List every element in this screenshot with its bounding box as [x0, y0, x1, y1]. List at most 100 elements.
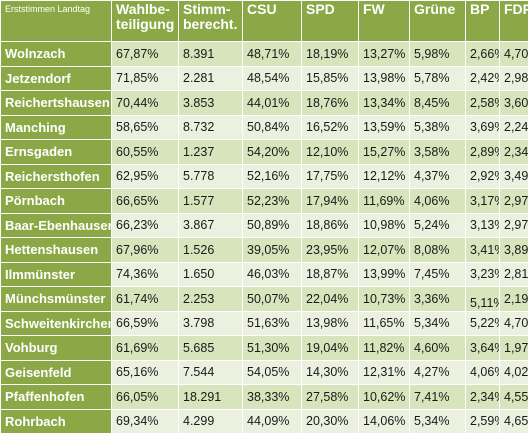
- cell-wahlbeteiligung: 66,59%: [111, 310, 179, 336]
- cell-fw: 12,12%: [358, 163, 410, 189]
- header-csu: CSU: [242, 0, 302, 42]
- table-row: Baar-Ebenhausen 66,23% 3.867 50,89% 18,86% 10…: [0, 212, 528, 238]
- cell-csu: 39,05%: [242, 237, 302, 263]
- municipality-name: Vohburg: [0, 335, 112, 361]
- cell-wahlbeteiligung: 74,36%: [111, 261, 179, 287]
- cell-bp: 3,17%: [465, 188, 500, 214]
- cell-spd: 18,86%: [301, 212, 359, 238]
- cell-stimmberechtigte: 5.778: [178, 163, 243, 189]
- cell-bp: 2,58%: [465, 90, 500, 116]
- cell-gruene: 5,98%: [409, 41, 466, 67]
- header-bp: BP: [465, 0, 500, 42]
- cell-fw: 12,07%: [358, 237, 410, 263]
- cell-wahlbeteiligung: 66,23%: [111, 212, 179, 238]
- cell-spd: 20,30%: [301, 408, 359, 434]
- cell-spd: 15,85%: [301, 65, 359, 91]
- cell-fw: 13,27%: [358, 41, 410, 67]
- table-row: Ilmmünster 74,36% 1.650 46,03% 18,87% 13,99% 7…: [0, 261, 528, 287]
- cell-fdp: 2,24%: [499, 114, 528, 140]
- cell-fw: 13,59%: [358, 114, 410, 140]
- cell-wahlbeteiligung: 66,05%: [111, 384, 179, 410]
- header-row: Erststimmen Landtag Wahlbe-teiligung Sti…: [0, 0, 528, 42]
- cell-bp: 2,92%: [465, 163, 500, 189]
- cell-gruene: 8,45%: [409, 90, 466, 116]
- cell-bp: 3,23%: [465, 261, 500, 287]
- cell-stimmberechtigte: 8.391: [178, 41, 243, 67]
- cell-csu: 50,07%: [242, 286, 302, 312]
- cell-gruene: 5,78%: [409, 65, 466, 91]
- municipality-name: Ilmmünster: [0, 261, 112, 287]
- municipality-name: Schweitenkirchen: [0, 310, 112, 336]
- cell-fdp: 2,19%: [499, 286, 528, 312]
- cell-csu: 51,30%: [242, 335, 302, 361]
- cell-gruene: 5,38%: [409, 114, 466, 140]
- header-spd: SPD: [301, 0, 359, 42]
- cell-fdp: 2,98%: [499, 65, 528, 91]
- cell-spd: 18,76%: [301, 90, 359, 116]
- cell-bp: 4,06%: [465, 359, 500, 385]
- cell-wahlbeteiligung: 61,69%: [111, 335, 179, 361]
- table-row: Jetzendorf 71,85% 2.281 48,54% 15,85% 13,98% 5…: [0, 65, 528, 91]
- table-body: Wolnzach 67,87% 8.391 48,71% 18,19% 13,27% 5,9…: [0, 41, 528, 434]
- cell-spd: 23,95%: [301, 237, 359, 263]
- cell-csu: 50,89%: [242, 212, 302, 238]
- cell-wahlbeteiligung: 60,55%: [111, 139, 179, 165]
- cell-fdp: 4,55%: [499, 384, 528, 410]
- table-row: Pörnbach 66,65% 1.577 52,23% 17,94% 11,69% 4,0…: [0, 188, 528, 214]
- cell-gruene: 4,27%: [409, 359, 466, 385]
- cell-gruene: 4,37%: [409, 163, 466, 189]
- cell-fdp: 2,97%: [499, 212, 528, 238]
- cell-bp: 2,42%: [465, 65, 500, 91]
- cell-spd: 12,10%: [301, 139, 359, 165]
- cell-gruene: 5,24%: [409, 212, 466, 238]
- cell-bp: 3,41%: [465, 237, 500, 263]
- cell-fw: 10,62%: [358, 384, 410, 410]
- cell-gruene: 8,08%: [409, 237, 466, 263]
- cell-wahlbeteiligung: 69,34%: [111, 408, 179, 434]
- cell-wahlbeteiligung: 58,65%: [111, 114, 179, 140]
- cell-fdp: 4,70%: [499, 310, 528, 336]
- cell-fdp: 2,34%: [499, 139, 528, 165]
- table-row: Schweitenkirchen 66,59% 3.798 51,63% 13,98% 1…: [0, 310, 528, 336]
- cell-csu: 48,54%: [242, 65, 302, 91]
- table-row: Manching 58,65% 8.732 50,84% 16,52% 13,59% 5,3…: [0, 114, 528, 140]
- cell-wahlbeteiligung: 62,95%: [111, 163, 179, 189]
- municipality-name: Pfaffenhofen: [0, 384, 112, 410]
- election-results-table: Erststimmen Landtag Wahlbe-teiligung Sti…: [0, 0, 528, 434]
- cell-gruene: 7,41%: [409, 384, 466, 410]
- cell-bp: 3,13%: [465, 212, 500, 238]
- cell-spd: 17,94%: [301, 188, 359, 214]
- table-row: Reichertshausen 70,44% 3.853 44,01% 18,76% 13…: [0, 90, 528, 116]
- cell-wahlbeteiligung: 67,87%: [111, 41, 179, 67]
- municipality-name: Geisenfeld: [0, 359, 112, 385]
- cell-wahlbeteiligung: 65,16%: [111, 359, 179, 385]
- municipality-name: Hettenshausen: [0, 237, 112, 263]
- cell-csu: 46,03%: [242, 261, 302, 287]
- cell-bp: 5,11%: [465, 286, 500, 312]
- table-row: Hettenshausen 67,96% 1.526 39,05% 23,95% 12,0…: [0, 237, 528, 263]
- header-gruene: Grüne: [409, 0, 466, 42]
- cell-spd: 14,30%: [301, 359, 359, 385]
- cell-stimmberechtigte: 5.685: [178, 335, 243, 361]
- cell-gruene: 5,34%: [409, 310, 466, 336]
- cell-gruene: 3,36%: [409, 286, 466, 312]
- header-fw: FW: [358, 0, 410, 42]
- cell-bp: 2,66%: [465, 41, 500, 67]
- table-row: Rohrbach 69,34% 4.299 44,09% 20,30% 14,06% 5,3…: [0, 408, 528, 434]
- cell-fw: 10,73%: [358, 286, 410, 312]
- cell-gruene: 3,58%: [409, 139, 466, 165]
- cell-fdp: 2,81%: [499, 261, 528, 287]
- cell-csu: 54,05%: [242, 359, 302, 385]
- cell-spd: 27,58%: [301, 384, 359, 410]
- municipality-name: Münchsmünster: [0, 286, 112, 312]
- municipality-name: Jetzendorf: [0, 65, 112, 91]
- cell-fw: 11,69%: [358, 188, 410, 214]
- cell-wahlbeteiligung: 71,85%: [111, 65, 179, 91]
- cell-bp: 3,69%: [465, 114, 500, 140]
- cell-spd: 13,98%: [301, 310, 359, 336]
- table-row: Wolnzach 67,87% 8.391 48,71% 18,19% 13,27% 5,9…: [0, 41, 528, 67]
- cell-fdp: 4,02%: [499, 359, 528, 385]
- cell-stimmberechtigte: 8.732: [178, 114, 243, 140]
- cell-fdp: 3,89%: [499, 237, 528, 263]
- cell-csu: 48,71%: [242, 41, 302, 67]
